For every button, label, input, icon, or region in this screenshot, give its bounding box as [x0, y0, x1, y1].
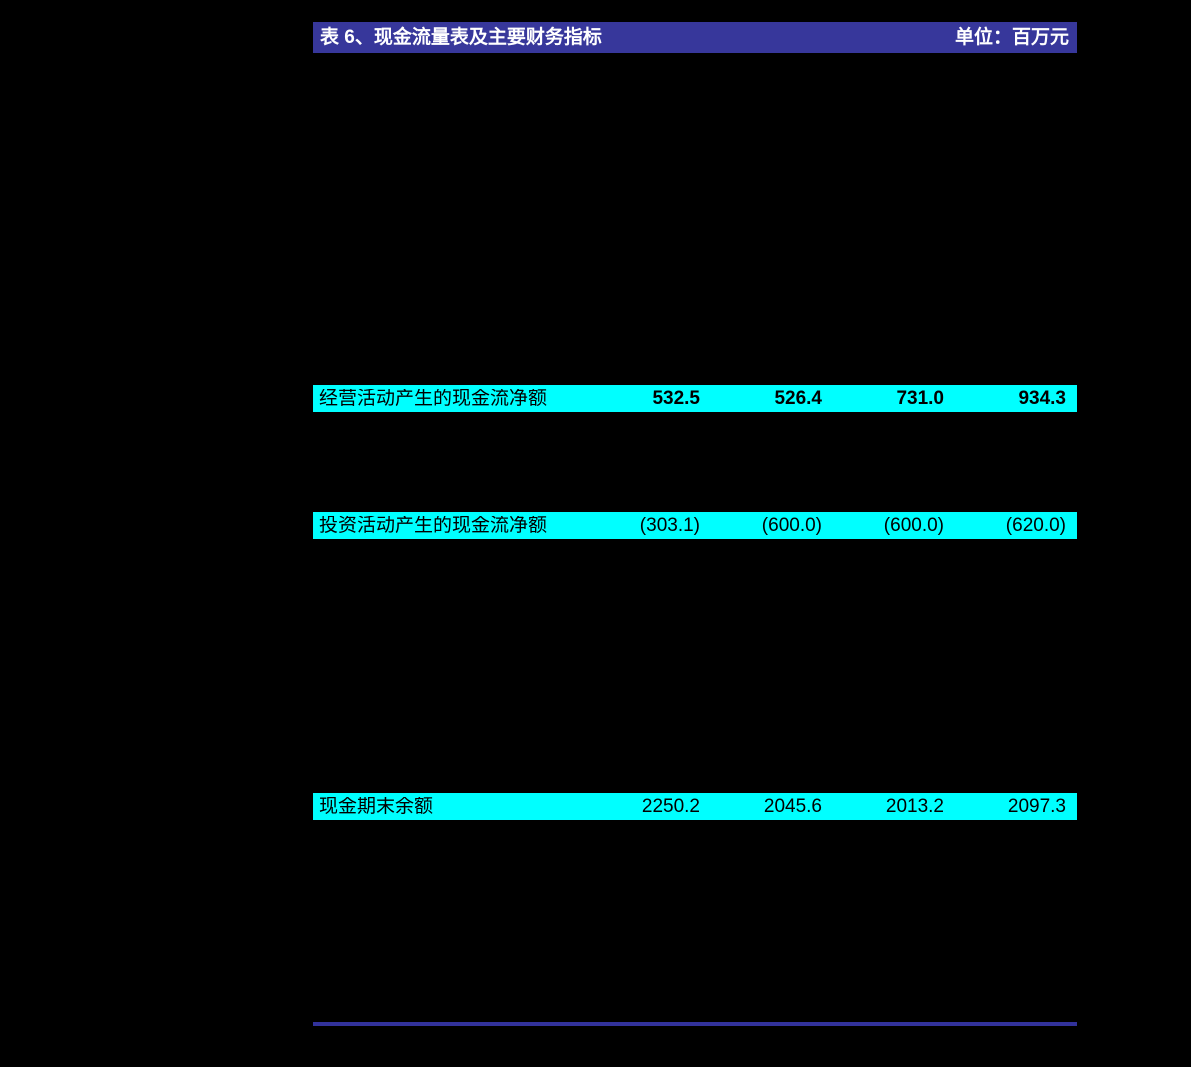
value-cell: 2250.2	[641, 796, 700, 817]
row-label: 现金期末余额	[319, 797, 434, 816]
table-title: 表 6、现金流量表及主要财务指标	[320, 27, 602, 48]
value-cell: 2045.6	[763, 796, 822, 817]
value-cell: (620.0)	[1005, 515, 1066, 536]
value-cell: 2013.2	[885, 796, 944, 817]
value-cell: 2097.3	[1007, 796, 1066, 817]
row-label: 经营活动产生的现金流净额	[319, 389, 548, 408]
row-ending-cash-balance: 现金期末余额 2250.2 2045.6 2013.2 2097.3	[313, 793, 1077, 820]
table-title-bar: 表 6、现金流量表及主要财务指标 单位：百万元	[313, 22, 1077, 53]
value-cell: (303.1)	[639, 515, 700, 536]
value-cell: (600.0)	[883, 515, 944, 536]
row-investing-cash-flow: 投资活动产生的现金流净额 (303.1) (600.0) (600.0) (62…	[313, 512, 1077, 539]
unit-label: 单位：百万元	[954, 27, 1069, 48]
row-label: 投资活动产生的现金流净额	[319, 516, 548, 535]
divider-line	[313, 1022, 1077, 1026]
value-cell: 532.5	[652, 388, 700, 409]
value-cell: 731.0	[896, 388, 944, 409]
value-cell: (600.0)	[761, 515, 822, 536]
row-operating-cash-flow: 经营活动产生的现金流净额 532.5 526.4 731.0 934.3	[313, 385, 1077, 412]
value-cell: 934.3	[1018, 388, 1066, 409]
value-cell: 526.4	[774, 388, 822, 409]
